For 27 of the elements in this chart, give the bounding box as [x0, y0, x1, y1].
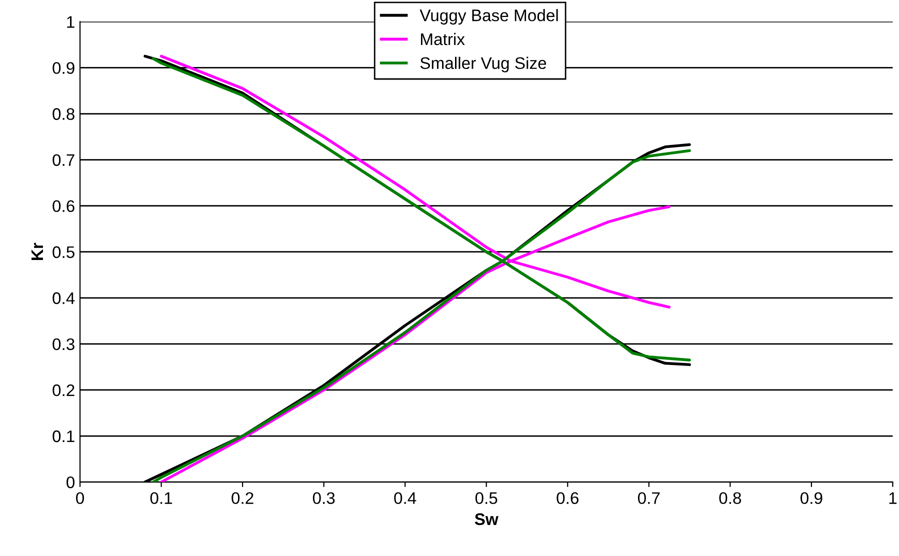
x-tick-label: 0.2 [232, 492, 254, 504]
y-tick-label: 0.5 [52, 246, 74, 258]
x-tick-label: 0.5 [475, 492, 498, 504]
y-axis-title: Kr [32, 242, 43, 260]
legend-label: Matrix [421, 32, 465, 46]
x-tick-label: 0 [76, 492, 84, 504]
y-tick-label: 1 [67, 16, 74, 28]
x-tick-label: 1 [889, 492, 897, 504]
y-tick-label: 0.9 [52, 62, 74, 74]
x-axis-title: Sw [474, 513, 498, 526]
x-tick-label: 0.6 [556, 492, 578, 504]
x-tick-label: 0.8 [719, 492, 742, 504]
y-tick-label: 0 [66, 476, 74, 488]
x-tick-label: 0.3 [312, 492, 335, 504]
x-tick-label: 0.7 [638, 492, 660, 504]
x-tick-label: 0.1 [150, 492, 172, 504]
x-tick-label: 0.9 [800, 492, 822, 504]
y-tick-label: 0.7 [52, 154, 74, 166]
y-tick-label: 0.6 [52, 200, 74, 212]
x-tick-label: 0.4 [394, 492, 416, 504]
y-tick-label: 0.3 [52, 338, 74, 350]
y-tick-label: 0.8 [52, 108, 74, 120]
legend-label: Vuggy Base Model [420, 9, 558, 25]
legend-label: Smaller Vug Size [420, 56, 546, 72]
y-tick-label: 0.2 [52, 384, 74, 396]
y-tick-label: 0.4 [52, 292, 75, 304]
y-tick-label: 0.1 [52, 430, 74, 442]
